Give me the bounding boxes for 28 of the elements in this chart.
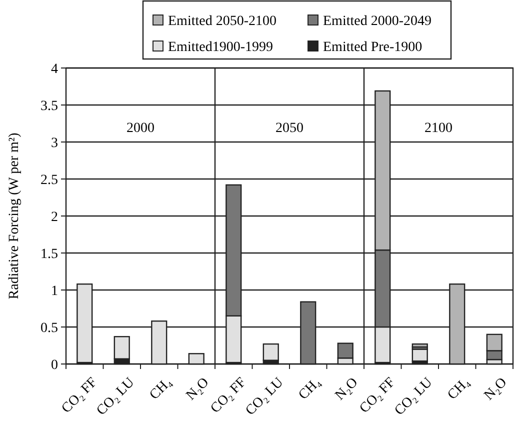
x-tick-label: N₂O [184, 375, 212, 404]
y-tick-label: 4 [51, 62, 58, 77]
bar [412, 343, 428, 348]
bar [262, 343, 279, 361]
annotation: 2100 [424, 121, 452, 136]
y-tick-label: 1 [51, 284, 58, 299]
x-tick-label: CO₂ LU [392, 375, 436, 419]
y-axis-title: Radiative Forcing (W per m²) [7, 132, 22, 300]
legend-label: Emitted1900-1999 [168, 40, 273, 55]
x-tick-label: CH₄ [296, 375, 324, 403]
x-tick-label: CO₂ LU [94, 375, 138, 419]
y-tick-label: 2.5 [40, 172, 58, 188]
x-tick-label: CH₄ [147, 375, 175, 403]
annotation: 2000 [126, 121, 154, 136]
y-tick-label: 1.5 [40, 246, 58, 262]
y-tick-label: 3 [51, 136, 58, 151]
legend-label: Emitted Pre-1900 [323, 40, 422, 55]
x-tick-label: N₂O [332, 375, 362, 404]
x-tick-label: CH₄ [445, 375, 473, 403]
legend-label: Emitted 2050-2100 [168, 14, 276, 29]
annotation: 2050 [276, 121, 304, 136]
y-tick-label: 0 [51, 358, 58, 373]
legend-label: Emitted 2000-2049 [323, 14, 432, 29]
x-tick-label: CO₂ LU [243, 375, 287, 419]
x-tick-label: N₂O [482, 375, 510, 404]
y-tick-label: 2 [51, 210, 58, 225]
y-tick-label: 0.5 [40, 320, 58, 336]
y-tick-label: 3.5 [40, 98, 58, 114]
